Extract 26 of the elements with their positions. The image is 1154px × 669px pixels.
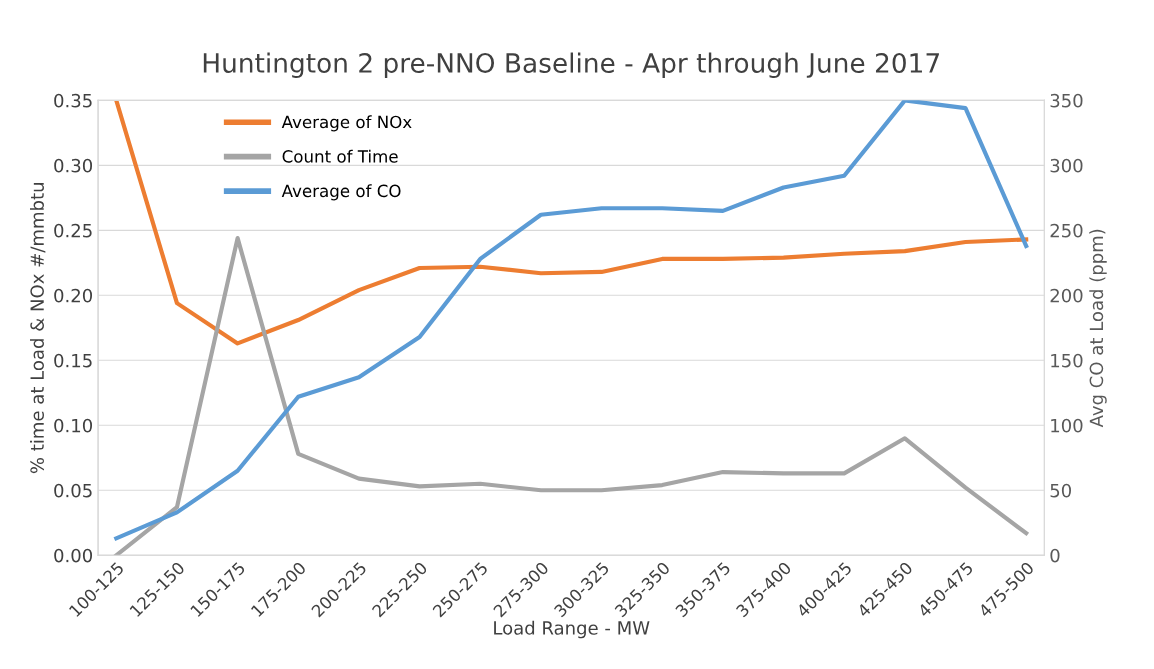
y-tick-label: 0.15	[54, 353, 92, 368]
chart-title: Huntington 2 pre-NNO Baseline - Apr through June 2017	[203, 52, 939, 79]
y2-tick-label: 100	[1051, 418, 1083, 433]
legend-label: Average of NOx	[281, 115, 412, 132]
y-tick-label: 0.10	[54, 418, 93, 433]
y2-tick-label: 250	[1050, 223, 1083, 238]
y-tick-label: 0.30	[54, 158, 93, 173]
y-tick-label: 0.25	[54, 223, 92, 238]
y2-tick-label: 50	[1050, 483, 1072, 498]
line-series	[114, 100, 1029, 541]
y2-tick-label: 150	[1051, 353, 1083, 368]
y2-tick-label: 350	[1050, 93, 1083, 108]
y2-tick-label: 300	[1050, 158, 1083, 173]
y-axis-title: % time at Load & NOx #/mmbtu	[30, 183, 46, 474]
y-tick-label: 0.35	[54, 93, 92, 108]
y2-axis-title: Avg CO at Load (ppm)	[1089, 229, 1107, 428]
x-axis-title: Load Range - MW	[494, 620, 650, 639]
line-series	[114, 236, 1029, 556]
legend-label: Average of CO	[281, 184, 401, 201]
y2-tick-label: 200	[1050, 288, 1083, 303]
y2-tick-label: 0	[1050, 548, 1060, 563]
y-tick-label: 0.20	[54, 288, 93, 303]
legend-label: Count of Time	[282, 149, 398, 163]
y-tick-label: 0.05	[54, 483, 92, 498]
y-tick-label: 0.00	[54, 548, 93, 563]
line-series	[114, 100, 1029, 346]
